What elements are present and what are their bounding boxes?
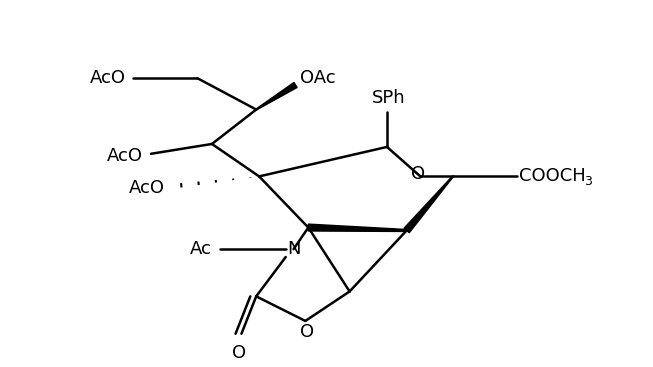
Polygon shape — [308, 224, 407, 232]
Text: AcO: AcO — [89, 69, 125, 87]
Text: Ac: Ac — [190, 240, 212, 258]
Text: AcO: AcO — [107, 147, 143, 165]
Text: OAc: OAc — [300, 69, 336, 87]
Text: N: N — [287, 240, 300, 258]
Text: SPh: SPh — [372, 88, 406, 106]
Text: O: O — [300, 323, 314, 341]
Text: 3: 3 — [584, 175, 592, 188]
Text: O: O — [232, 344, 247, 361]
Text: O: O — [411, 166, 426, 184]
Polygon shape — [256, 83, 297, 110]
Text: AcO: AcO — [129, 179, 165, 197]
Text: COOCH: COOCH — [518, 167, 586, 185]
Polygon shape — [404, 176, 453, 233]
